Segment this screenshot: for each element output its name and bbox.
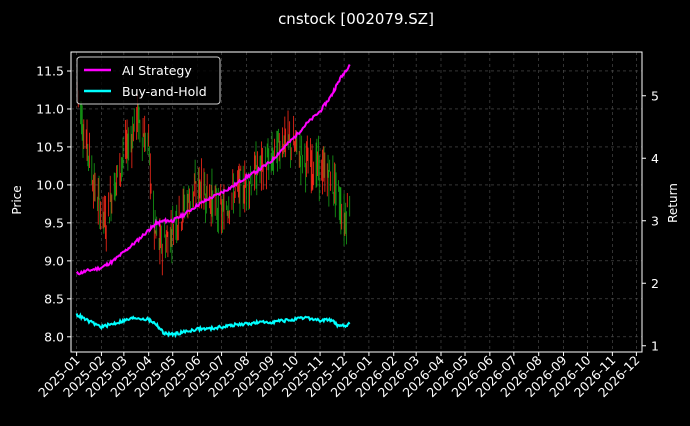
y-right-tick-label: 4 <box>651 151 659 166</box>
y-left-tick-label: 9.5 <box>44 215 64 230</box>
series-line-buy-and-hold <box>75 312 351 339</box>
legend-label-ai-strategy: AI Strategy <box>122 63 192 78</box>
y-right-tick-label: 1 <box>651 338 659 353</box>
y-right-tick-label: 2 <box>651 276 659 291</box>
y-left-tick-label: 11.5 <box>36 63 64 78</box>
y-right-tick-label: 3 <box>651 213 659 228</box>
legend-box <box>76 56 221 105</box>
y-right-tick-label: 5 <box>651 88 659 103</box>
y-axis-right-label: Return <box>666 183 680 223</box>
y-left-tick-label: 10.5 <box>36 139 64 154</box>
y-left-tick-label: 11.0 <box>36 101 64 116</box>
y-left-tick-label: 8.0 <box>44 329 64 344</box>
y-left-tick-label: 10.0 <box>36 177 64 192</box>
legend: AI Strategy Buy-and-Hold <box>76 56 221 105</box>
legend-label-buy-and-hold: Buy-and-Hold <box>122 84 207 99</box>
chart-title: cnstock [002079.SZ] <box>278 10 434 28</box>
series-line-ai-strategy <box>75 64 351 276</box>
plot-frame <box>70 51 643 353</box>
y-axis-left-label: Price <box>10 185 24 214</box>
y-left-tick-label: 9.0 <box>44 253 64 268</box>
y-left-tick-label: 8.5 <box>44 291 64 306</box>
